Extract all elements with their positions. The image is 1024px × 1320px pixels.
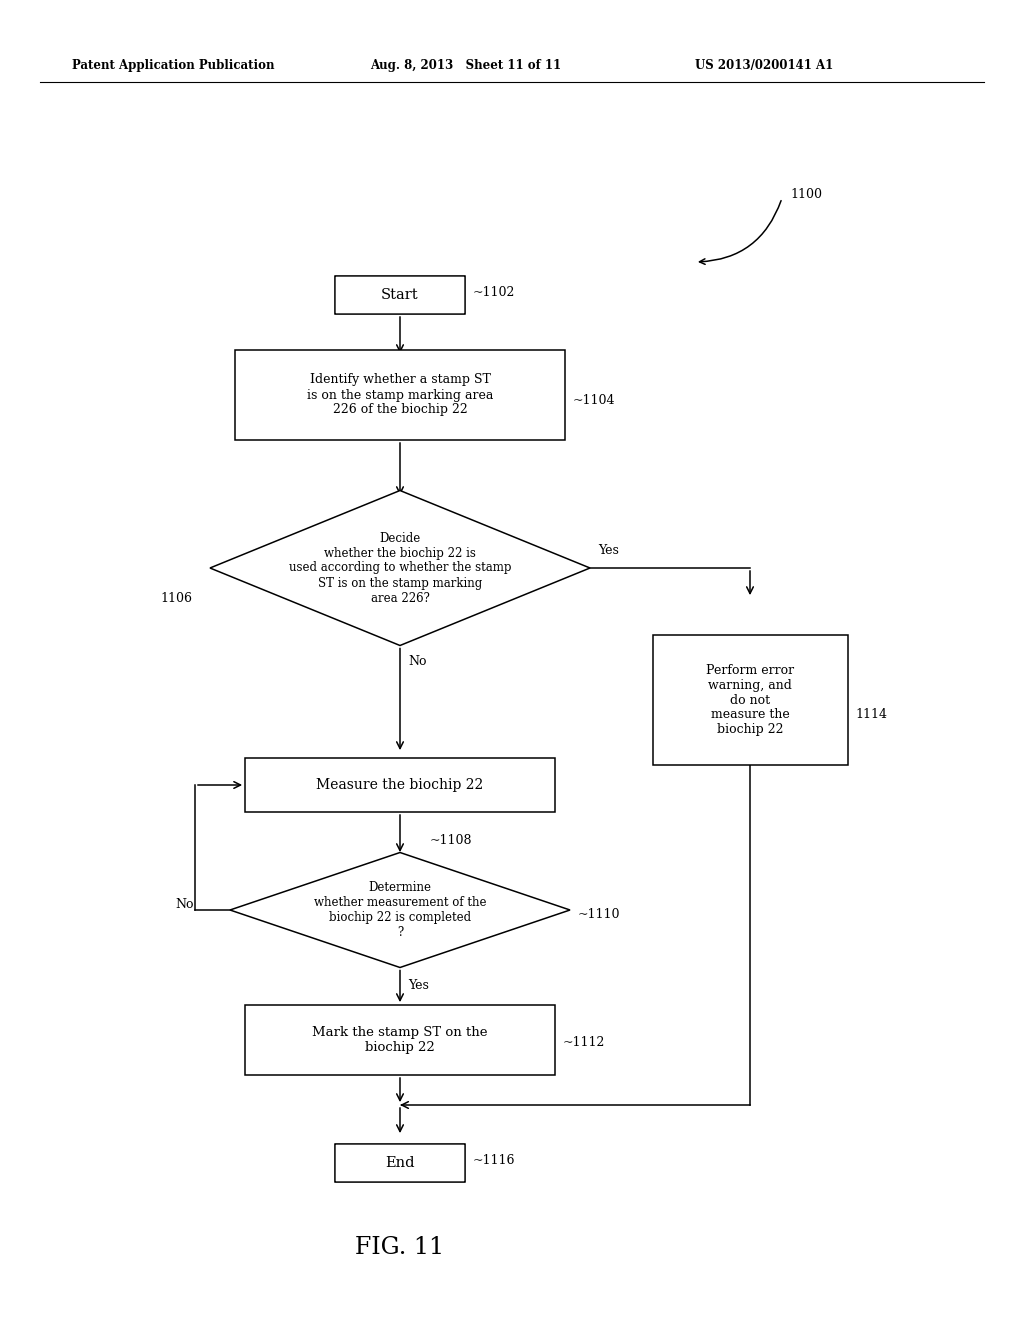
Text: Start: Start [381, 288, 419, 302]
Text: Aug. 8, 2013   Sheet 11 of 11: Aug. 8, 2013 Sheet 11 of 11 [370, 58, 561, 71]
FancyBboxPatch shape [652, 635, 848, 766]
Text: ~1102: ~1102 [473, 286, 515, 300]
Text: 1106: 1106 [160, 591, 193, 605]
Text: ~1108: ~1108 [430, 833, 472, 846]
Polygon shape [210, 491, 590, 645]
Text: FIG. 11: FIG. 11 [355, 1237, 444, 1259]
Text: Perform error
warning, and
do not
measure the
biochip 22: Perform error warning, and do not measur… [706, 664, 794, 737]
Text: Mark the stamp ST on the
biochip 22: Mark the stamp ST on the biochip 22 [312, 1026, 487, 1053]
Text: ~1112: ~1112 [563, 1036, 605, 1049]
Text: 1114: 1114 [855, 709, 888, 722]
Text: End: End [385, 1156, 415, 1170]
Text: Patent Application Publication: Patent Application Publication [72, 58, 274, 71]
Text: Yes: Yes [408, 979, 429, 993]
Text: ~1110: ~1110 [578, 908, 621, 921]
Text: No: No [408, 655, 427, 668]
Text: Yes: Yes [598, 544, 618, 557]
Text: ~1104: ~1104 [573, 393, 615, 407]
FancyBboxPatch shape [335, 1144, 465, 1183]
Text: ~1116: ~1116 [473, 1155, 515, 1167]
Text: No: No [175, 899, 194, 912]
FancyBboxPatch shape [245, 758, 555, 812]
Text: US 2013/0200141 A1: US 2013/0200141 A1 [695, 58, 834, 71]
Text: 1100: 1100 [790, 189, 822, 202]
FancyBboxPatch shape [335, 276, 465, 314]
Text: Decide
whether the biochip 22 is
used according to whether the stamp
ST is on th: Decide whether the biochip 22 is used ac… [289, 532, 511, 605]
Polygon shape [230, 853, 570, 968]
Text: Measure the biochip 22: Measure the biochip 22 [316, 777, 483, 792]
Text: Identify whether a stamp ST
is on the stamp marking area
226 of the biochip 22: Identify whether a stamp ST is on the st… [307, 374, 494, 417]
FancyBboxPatch shape [234, 350, 565, 440]
Text: Determine
whether measurement of the
biochip 22 is completed
?: Determine whether measurement of the bio… [313, 880, 486, 939]
FancyBboxPatch shape [245, 1005, 555, 1074]
